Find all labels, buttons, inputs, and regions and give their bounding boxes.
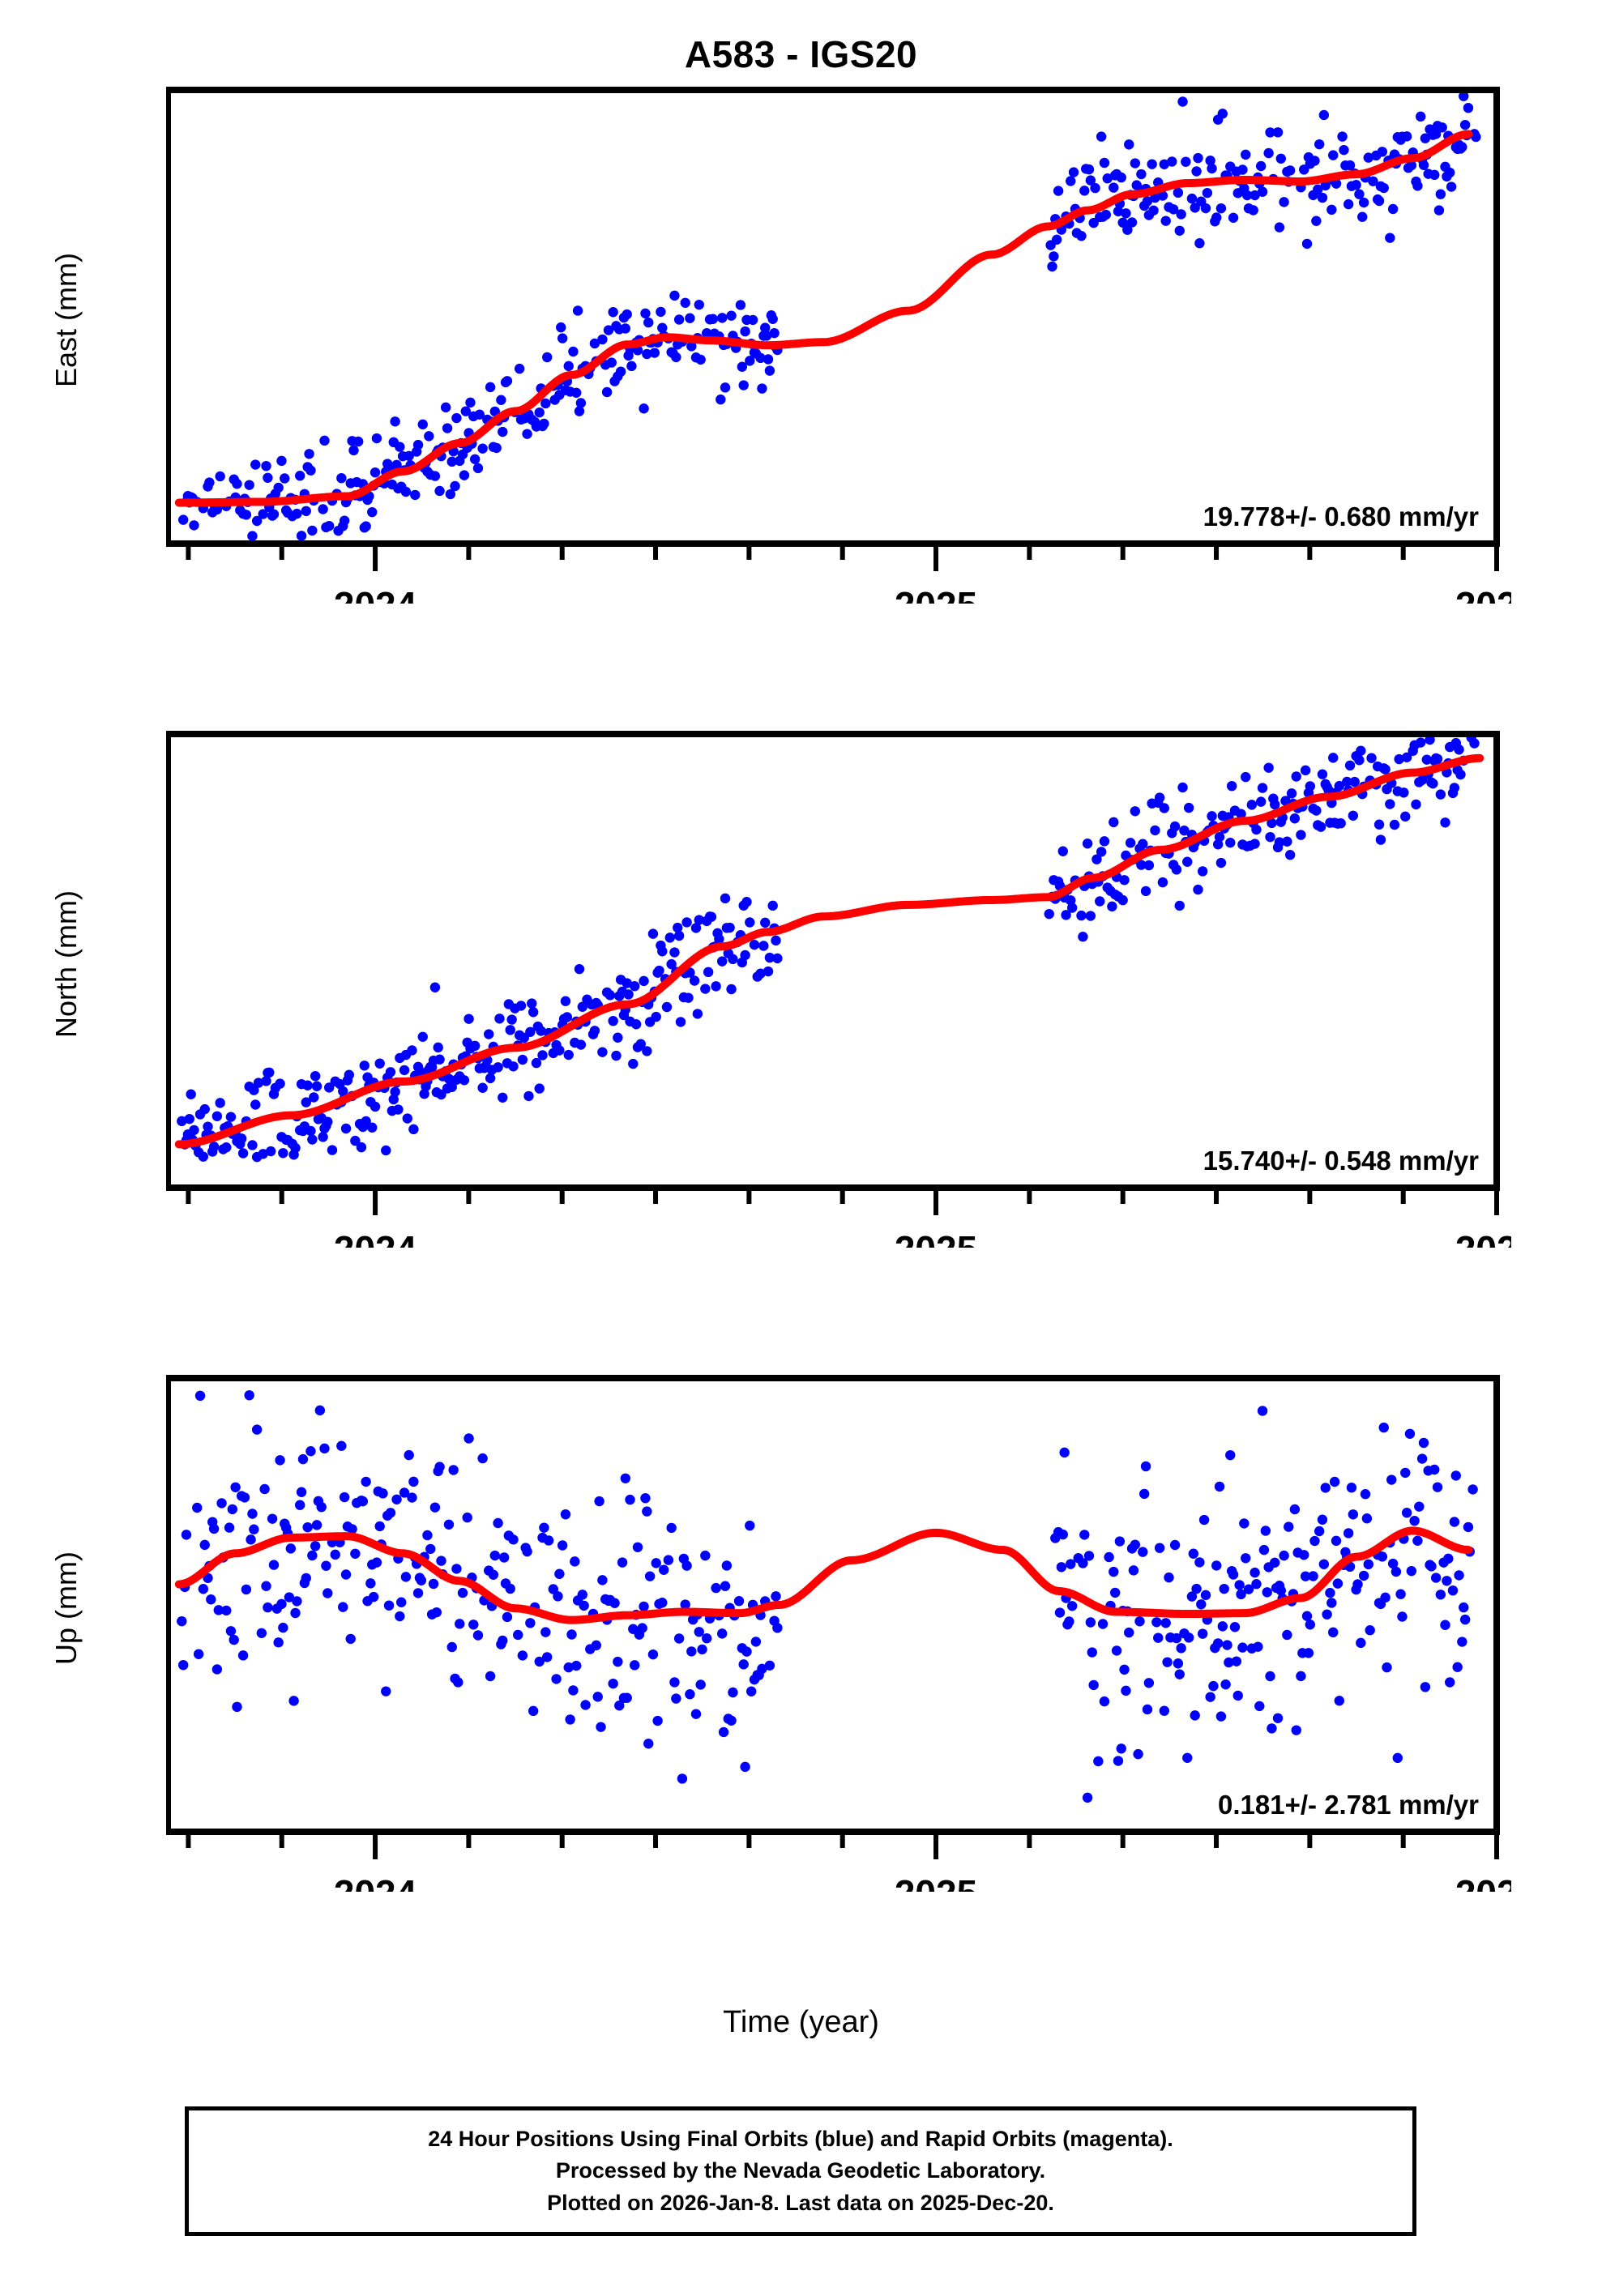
x-tick-label: 2024: [334, 584, 417, 604]
caption-line-2: Processed by the Nevada Geodetic Laborat…: [555, 2158, 1046, 2183]
rate-annotation-up: 0.181+/- 2.781 mm/yr: [1218, 1790, 1479, 1820]
x-tick-label: 2025: [895, 1228, 977, 1248]
x-tick-label: 2025: [895, 1872, 977, 1892]
caption-line-1: 24 Hour Positions Using Final Orbits (bl…: [428, 2127, 1173, 2152]
y-axis-label-up: Up (mm): [49, 1551, 83, 1665]
x-axis-label: Time (year): [723, 2005, 879, 2039]
x-tick-label: 2026: [1455, 584, 1511, 604]
panel-north: 1890–9–1820242025202615.740+/- 0.548 mm/…: [166, 729, 1511, 1248]
x-tick-label: 2024: [334, 1228, 417, 1248]
caption-line-3: Plotted on 2026-Jan-8. Last data on 2025…: [547, 2190, 1054, 2215]
page-title: A583 - IGS20: [684, 33, 918, 75]
x-tick-label: 2024: [334, 1872, 417, 1892]
y-axis-label-east: East (mm): [49, 253, 83, 387]
x-tick-label: 2026: [1455, 1228, 1511, 1248]
x-tick-label: 2026: [1455, 1872, 1511, 1892]
rate-annotation-north: 15.740+/- 0.548 mm/yr: [1203, 1146, 1479, 1176]
figure-caption-box: 24 Hour Positions Using Final Orbits (bl…: [185, 2106, 1416, 2236]
x-tick-label: 2025: [895, 584, 977, 604]
y-axis-label-north: North (mm): [49, 890, 83, 1038]
panel-up: 20100–10–20–302024202520260.181+/- 2.781…: [166, 1373, 1511, 1892]
rate-annotation-east: 19.778+/- 0.680 mm/yr: [1203, 501, 1479, 531]
panel-east: 3020100–10–2020242025202619.778+/- 0.680…: [166, 85, 1511, 604]
